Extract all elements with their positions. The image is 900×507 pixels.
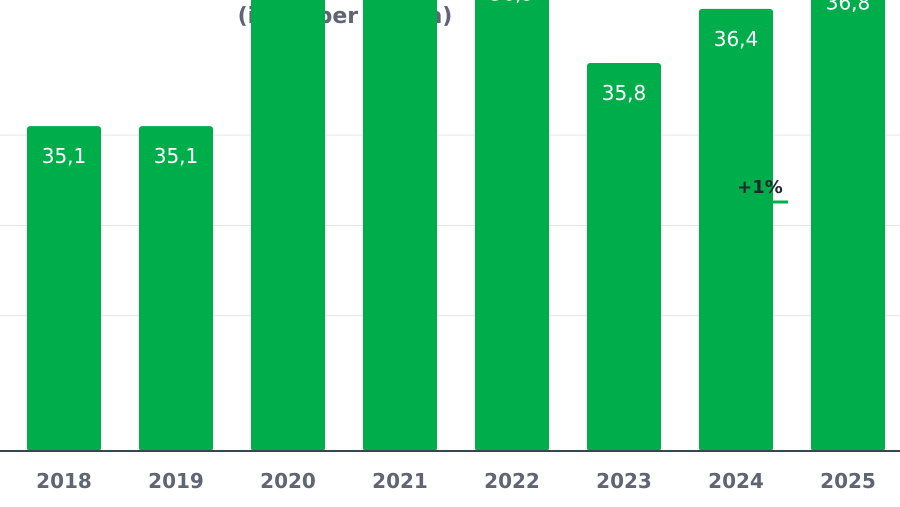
bar-value-label: 36,4 <box>714 27 759 51</box>
bar-value-label: 35,1 <box>154 144 199 168</box>
bar <box>139 126 213 452</box>
x-tick-label: 2020 <box>260 469 316 493</box>
bar <box>475 0 549 451</box>
bar <box>811 0 885 451</box>
annotation-label: +1% <box>737 177 783 198</box>
x-tick-label: 2021 <box>372 469 428 493</box>
bar <box>251 0 325 451</box>
bar-value-label: 36,9 <box>490 0 535 6</box>
bar <box>363 0 437 451</box>
bar <box>699 8 773 451</box>
bar <box>27 126 101 452</box>
x-tick-label: 2018 <box>36 469 92 493</box>
bar-value-label: 35,8 <box>602 81 647 105</box>
x-tick-label: 2019 <box>148 469 204 493</box>
x-tick-label: 2024 <box>708 469 764 493</box>
bar <box>587 62 661 452</box>
x-tick-label: 2025 <box>820 469 876 493</box>
x-tick-label: 2023 <box>596 469 652 493</box>
x-tick-label: 2022 <box>484 469 540 493</box>
bar-value-label: 35,1 <box>42 144 87 168</box>
bar-value-label: 36,8 <box>826 0 871 15</box>
